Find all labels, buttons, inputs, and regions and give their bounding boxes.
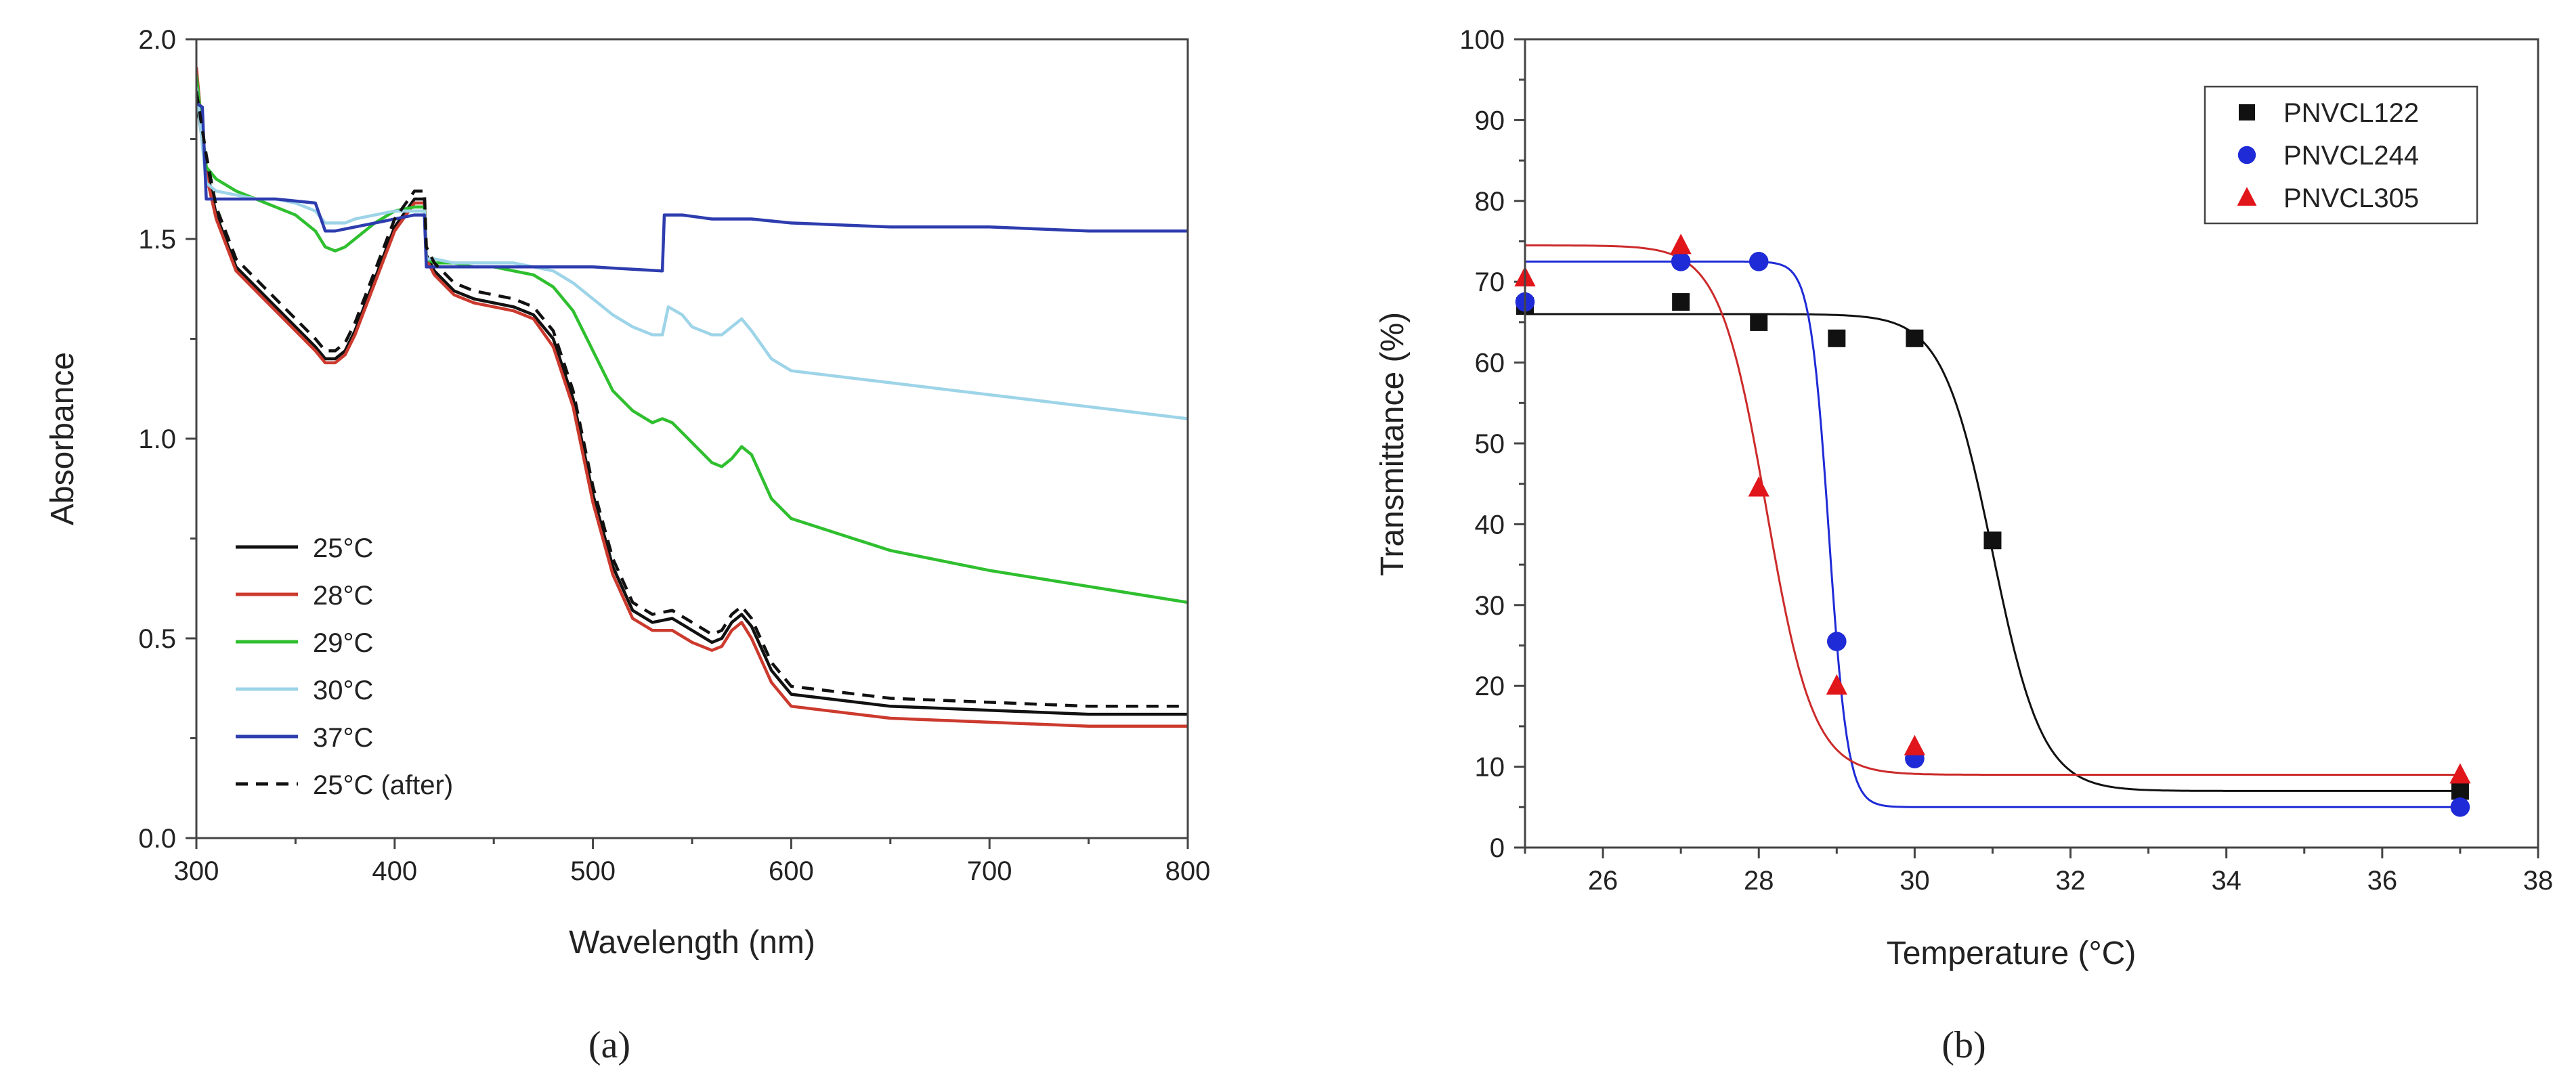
legend-label: 25°C [313,533,373,563]
data-point [1670,234,1692,255]
x-tick-label-b: 36 [2367,866,2398,896]
chart-a-legend: 25°C 28°C 29°C 30°C 37°C 25°C (after) [236,533,453,800]
series-line [196,67,1188,728]
data-point [1827,632,1847,651]
chart-a-ylabel: Absorbance [45,352,81,525]
y-tick-label-b: 10 [1475,753,1505,783]
data-point [1828,329,1846,347]
data-point [1748,476,1769,497]
fit-curve [1525,244,2460,776]
data-point [2451,782,2469,800]
y-tick-label-a: 0.0 [138,824,176,854]
series-line [196,91,1188,708]
legend-marker [2239,104,2255,120]
chart-b-tick-labels: 26 28 30 32 34 36 38 0 10 20 30 40 50 60 70 80 90 100 [1459,25,2553,896]
chart-b: 26 28 30 32 34 36 38 0 10 20 30 40 50 60 70 80 90 100 Tem… [1375,25,2553,971]
legend-label: 25°C (after) [313,770,453,800]
data-point [2450,797,2470,817]
x-tick-label-a: 300 [174,856,219,886]
legend-label: PNVCL122 [2283,98,2419,128]
x-tick-label-b: 32 [2055,866,2086,896]
x-tick-label-b: 38 [2523,866,2554,896]
chart-a-plot-frame [195,38,1189,839]
y-tick-label-b: 40 [1475,510,1505,540]
x-tick-label-a: 600 [769,856,814,886]
chart-b-ticks [1514,38,2539,858]
y-tick-label-b: 100 [1459,25,1505,55]
data-point [1750,313,1768,331]
legend-label: PNVCL244 [2283,141,2419,171]
y-tick-label-b: 60 [1475,349,1505,378]
legend-marker [2237,187,2257,206]
y-tick-label-b: 90 [1475,106,1505,135]
x-tick-label-b: 28 [1744,866,1774,896]
data-point [1904,734,1925,755]
y-tick-label-b: 20 [1475,672,1505,701]
chart-a-series [196,67,1188,728]
data-point [1906,329,1924,347]
legend-label: 28°C [313,581,373,611]
legend-label: 30°C [313,676,373,705]
y-tick-label-b: 80 [1475,187,1505,217]
legend-label: PNVCL305 [2283,183,2419,213]
data-point [1748,252,1769,271]
chart-a-xlabel: Wavelength (nm) [569,925,815,961]
chart-b-ylabel: Transmittance (%) [1375,312,1411,576]
data-point [2449,763,2471,784]
y-tick-label-b: 30 [1475,591,1505,621]
x-tick-label-b: 34 [2211,866,2241,896]
chart-b-fit-curves [1525,244,2460,808]
x-tick-label-a: 400 [372,856,417,886]
y-tick-label-b: 70 [1475,267,1505,297]
chart-b-plot-frame [1524,38,2539,849]
series-line [196,99,1188,716]
chart-b-xlabel: Temperature (°C) [1887,936,2137,971]
chart-a-tick-labels: 300 400 500 600 700 800 0.0 0.5 1.0 1.5 2.0 [138,25,1210,886]
legend-marker [2237,146,2256,164]
panel-b-label: (b) [1941,1024,1985,1066]
data-point [1826,674,1847,695]
y-tick-label-a: 2.0 [138,25,176,55]
y-tick-label-b: 50 [1475,429,1505,459]
fit-curve [1525,313,2460,792]
legend-label: 29°C [313,628,373,658]
y-tick-label-a: 1.5 [138,225,176,255]
x-tick-label-a: 500 [570,856,616,886]
chart-b-legend: PNVCL122 PNVCL244 PNVCL305 [2237,98,2419,213]
x-tick-label-a: 800 [1165,856,1211,886]
chart-b-points [1514,234,2471,817]
data-point [1983,531,2002,550]
series-line [196,87,1188,420]
data-point [1672,293,1690,311]
chart-a: 300 400 500 600 700 800 0.0 0.5 1.0 1.5 2.0 Wavele… [45,25,1210,961]
legend-label: 37°C [313,723,373,753]
panel-a-label: (a) [588,1024,630,1066]
x-tick-label-b: 30 [1899,866,1930,896]
y-tick-label-b: 0 [1490,833,1505,863]
y-tick-label-a: 1.0 [138,424,176,454]
series-line [196,74,1188,605]
x-tick-label-a: 700 [967,856,1012,886]
y-tick-label-a: 0.5 [138,624,176,654]
x-tick-label-b: 26 [1588,866,1618,896]
data-point [1671,252,1691,271]
